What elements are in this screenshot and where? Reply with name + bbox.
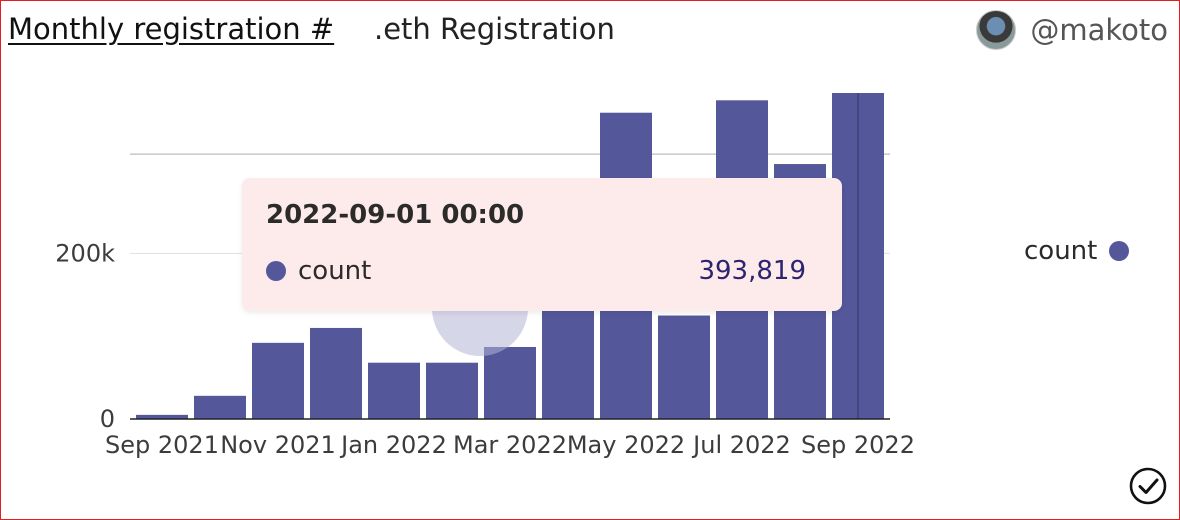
y-tick-label: 0 (100, 405, 115, 433)
avatar[interactable] (976, 10, 1017, 50)
bar-2022-06[interactable] (658, 315, 710, 419)
x-tick-label: Nov 2021 (220, 431, 336, 459)
tooltip-value: 393,819 (698, 256, 806, 286)
x-tick-label: Jan 2022 (339, 431, 447, 459)
y-tick-label: 200k (55, 239, 115, 267)
bar-2022-01[interactable] (368, 362, 420, 419)
bar-2022-02[interactable] (426, 362, 478, 419)
chart-tooltip: 2022-09-01 00:00 count 393,819 (242, 178, 842, 311)
author[interactable]: @makoto (976, 10, 1168, 50)
x-tick-label: May 2022 (567, 431, 685, 459)
page-title[interactable]: Monthly registration # (8, 12, 335, 46)
x-tick-label: Mar 2022 (453, 431, 567, 459)
bar-2022-03[interactable] (484, 346, 536, 419)
x-tick-label: Sep 2021 (105, 431, 219, 459)
tooltip-date: 2022-09-01 00:00 (266, 200, 525, 230)
tooltip-row: count 393,819 (266, 256, 806, 286)
check-circle-icon[interactable] (1128, 466, 1168, 506)
legend-label: count (1024, 236, 1098, 266)
bar-2021-11[interactable] (252, 342, 304, 419)
author-handle[interactable]: @makoto (1030, 13, 1168, 47)
bar-2021-09[interactable] (136, 414, 188, 419)
bar-2021-10[interactable] (194, 395, 246, 419)
tooltip-series-dot (266, 261, 286, 281)
header: Monthly registration # .eth Registration… (8, 8, 1168, 54)
x-tick-label: Sep 2022 (801, 431, 915, 459)
page-subtitle: .eth Registration (374, 12, 615, 46)
bar-2021-12[interactable] (310, 327, 362, 419)
tooltip-series-label: count (298, 256, 372, 286)
chart-legend[interactable]: count (1024, 236, 1130, 266)
x-tick-label: Jul 2022 (691, 431, 791, 459)
bar-2022-04[interactable] (542, 294, 594, 419)
legend-dot (1109, 241, 1130, 261)
